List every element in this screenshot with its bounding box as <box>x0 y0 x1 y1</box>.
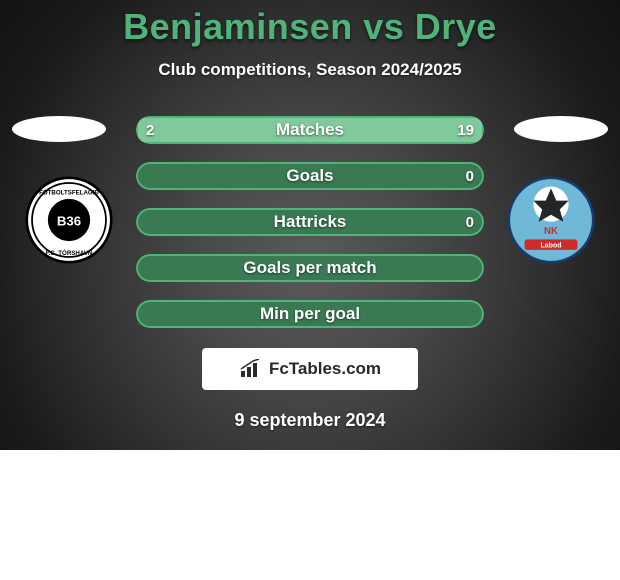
stat-track <box>136 300 484 328</box>
stat-rows: Matches219 Goals0 Hattricks0 Goals per matc… <box>136 116 484 328</box>
svg-text:Labod: Labod <box>540 242 561 249</box>
stat-track <box>136 254 484 282</box>
svg-text:NK: NK <box>544 226 558 237</box>
watermark-text: FcTables.com <box>269 359 381 379</box>
player-left-marker <box>12 116 106 142</box>
stat-row: Goals per match <box>136 254 484 282</box>
club-logo-right: NK Labod <box>504 176 598 264</box>
player-right-marker <box>514 116 608 142</box>
chart-area: B36 FÓTBOLTSFELAGIÐ F.C. TÓRSHAVN NK Lab… <box>0 116 620 431</box>
club-logo-left: B36 FÓTBOLTSFELAGIÐ F.C. TÓRSHAVN <box>22 176 116 264</box>
svg-text:B36: B36 <box>57 213 81 228</box>
page-title: Benjaminsen vs Drye <box>0 0 620 48</box>
stat-row: Min per goal <box>136 300 484 328</box>
stat-row: Hattricks0 <box>136 208 484 236</box>
date-label: 9 september 2024 <box>0 410 620 431</box>
stat-track <box>136 208 484 236</box>
svg-text:F.C. TÓRSHAVN: F.C. TÓRSHAVN <box>46 249 93 257</box>
stat-row: Matches219 <box>136 116 484 144</box>
bar-chart-icon <box>239 359 263 379</box>
svg-text:FÓTBOLTSFELAGIÐ: FÓTBOLTSFELAGIÐ <box>39 188 99 196</box>
content-wrapper: Benjaminsen vs Drye Club competitions, S… <box>0 0 620 580</box>
club-badge-right-icon: NK Labod <box>504 176 598 264</box>
page-subtitle: Club competitions, Season 2024/2025 <box>0 60 620 80</box>
stat-track <box>136 116 484 144</box>
stat-row: Goals0 <box>136 162 484 190</box>
stat-track <box>136 162 484 190</box>
stat-seg-right <box>171 118 482 142</box>
stat-seg-left <box>138 118 171 142</box>
watermark: FcTables.com <box>202 348 418 390</box>
club-badge-left-icon: B36 FÓTBOLTSFELAGIÐ F.C. TÓRSHAVN <box>22 176 116 264</box>
